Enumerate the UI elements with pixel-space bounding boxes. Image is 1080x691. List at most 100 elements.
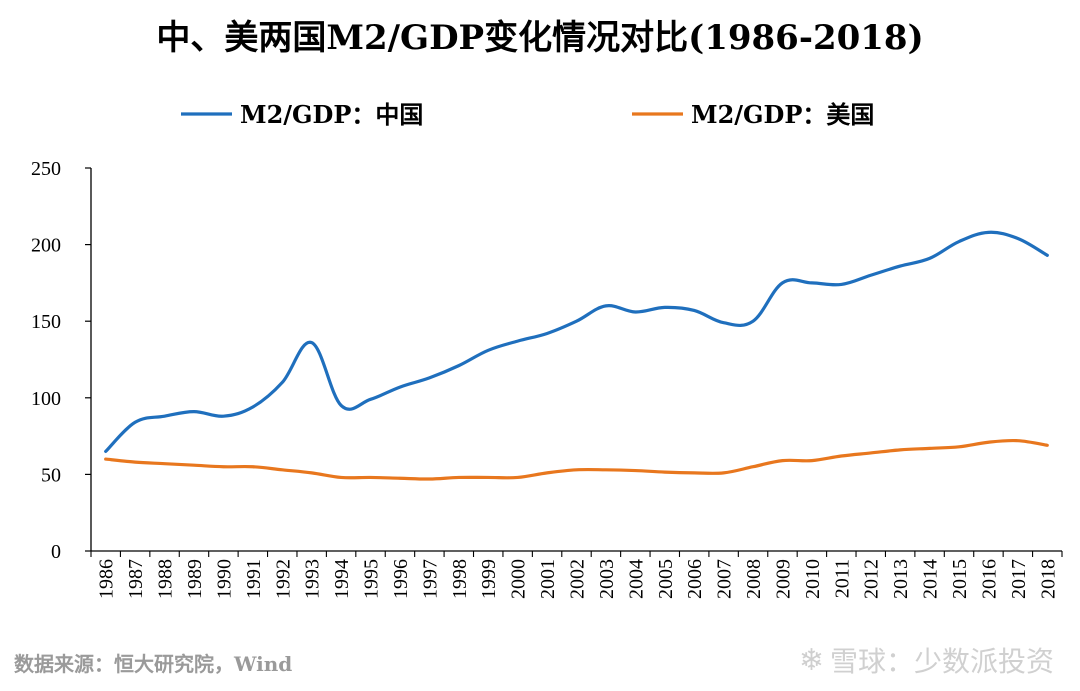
x-tick-label: 1993: [302, 559, 324, 599]
data-point-us-2003: [604, 468, 608, 472]
x-tick-label: 2010: [802, 559, 824, 599]
data-point-china-1987: [133, 420, 137, 424]
x-tick-label: 2012: [861, 559, 883, 599]
data-point-china-1994: [339, 403, 343, 407]
data-point-us-2009: [780, 459, 784, 463]
x-tick-label: 1989: [184, 559, 206, 599]
data-point-china-2016: [986, 230, 990, 234]
data-point-us-2013: [898, 448, 902, 452]
data-point-us-2010: [810, 459, 814, 463]
data-point-china-2000: [516, 339, 520, 343]
x-tick-label: 2007: [714, 559, 736, 599]
data-point-china-1992: [280, 380, 284, 384]
data-point-us-2002: [575, 468, 579, 472]
data-point-us-1988: [163, 462, 167, 466]
data-point-china-1999: [486, 348, 490, 352]
data-point-china-2015: [957, 240, 961, 244]
x-tick-label: 1987: [125, 559, 147, 599]
data-point-china-2017: [1016, 236, 1020, 240]
plot-lines: [104, 230, 1049, 481]
y-tick-label: 200: [31, 235, 61, 257]
data-point-us-1991: [251, 465, 255, 469]
x-tick-label: 2000: [508, 559, 530, 599]
x-tick-label: 2005: [655, 559, 677, 599]
x-tick-label: 2002: [567, 559, 589, 599]
data-point-us-2005: [663, 470, 667, 474]
x-tick-label: 2001: [537, 559, 559, 599]
x-tick-label: 1998: [449, 559, 471, 599]
data-point-us-1993: [310, 471, 314, 475]
x-tick-label: 2003: [596, 559, 618, 599]
axes: 0 50 100 150 200 250 1986 1987 1988 1989 1990 1991 1…: [31, 158, 1063, 599]
data-point-china-2010: [810, 281, 814, 285]
snowball-icon: ❄: [798, 642, 824, 678]
x-tick-label: 2014: [920, 559, 942, 599]
x-tick-label: 2004: [625, 559, 647, 599]
y-tick-label: 150: [31, 311, 61, 333]
data-point-us-2015: [957, 445, 961, 449]
x-tick-label: 1994: [331, 559, 353, 599]
x-tick-label: 2013: [890, 559, 912, 599]
chart-title: 中、美两国M2/GDP变化情况对比(1986-2018): [156, 18, 924, 58]
data-point-us-1999: [486, 475, 490, 479]
data-point-us-2014: [928, 446, 932, 450]
legend-label-china: M2/GDP：中国: [240, 100, 423, 129]
data-point-us-1986: [104, 457, 108, 461]
data-point-china-2009: [780, 281, 784, 285]
data-point-china-2002: [575, 319, 579, 323]
data-point-china-2014: [928, 256, 932, 260]
data-point-us-2008: [751, 465, 755, 469]
data-point-china-2011: [839, 282, 843, 286]
source-note: 数据来源：恒大研究院，Wind: [14, 652, 293, 676]
x-tick-label: 1990: [213, 559, 235, 599]
x-tick-label: 1995: [361, 559, 383, 599]
x-tick-label: 1992: [272, 559, 294, 599]
x-tick-label: 2011: [831, 559, 853, 598]
x-tick-label: 2006: [684, 559, 706, 599]
data-point-china-1991: [251, 405, 255, 409]
y-tick-label: 0: [51, 541, 61, 563]
data-point-china-1998: [457, 364, 461, 368]
y-tick-label: 250: [31, 158, 61, 180]
data-point-china-2005: [663, 305, 667, 309]
data-point-us-1998: [457, 475, 461, 479]
x-tick-label: 2018: [1037, 559, 1059, 599]
watermark-text: 雪球：少数派投资: [829, 645, 1054, 678]
data-point-china-1988: [163, 414, 167, 418]
data-point-china-1989: [192, 410, 196, 414]
x-tick-label: 1999: [478, 559, 500, 599]
x-tick-label: 2017: [1008, 559, 1030, 599]
x-tick-label: 2016: [978, 559, 1000, 599]
legend: M2/GDP：中国 M2/GDP：美国: [181, 100, 874, 129]
x-tick-label: 1997: [419, 559, 441, 599]
data-point-us-1997: [427, 477, 431, 481]
y-tick-label: 50: [41, 464, 61, 486]
data-point-china-1990: [221, 414, 225, 418]
data-point-china-1986: [104, 449, 108, 453]
data-point-china-1993: [310, 341, 314, 345]
data-point-us-1996: [398, 476, 402, 480]
legend-label-us: M2/GDP：美国: [691, 100, 874, 129]
data-point-china-1995: [369, 397, 373, 401]
data-point-china-1997: [427, 376, 431, 380]
data-point-us-1994: [339, 475, 343, 479]
data-point-us-1995: [369, 475, 373, 479]
data-point-china-2003: [604, 304, 608, 308]
data-point-us-1990: [221, 465, 225, 469]
x-tick-label: 1991: [243, 559, 265, 599]
data-point-china-1996: [398, 385, 402, 389]
data-point-us-2000: [516, 475, 520, 479]
data-point-us-2017: [1016, 439, 1020, 443]
data-point-china-2004: [633, 310, 637, 314]
data-point-us-1989: [192, 463, 196, 467]
data-point-us-1987: [133, 460, 137, 464]
x-tick-label: 2008: [743, 559, 765, 599]
watermark: ❄ 雪球：少数派投资: [799, 640, 1054, 680]
data-point-china-2018: [1045, 253, 1049, 257]
data-point-us-2011: [839, 454, 843, 458]
data-point-us-2007: [722, 471, 726, 475]
data-point-us-2001: [545, 471, 549, 475]
data-point-us-2012: [869, 451, 873, 455]
data-point-china-2007: [722, 321, 726, 325]
